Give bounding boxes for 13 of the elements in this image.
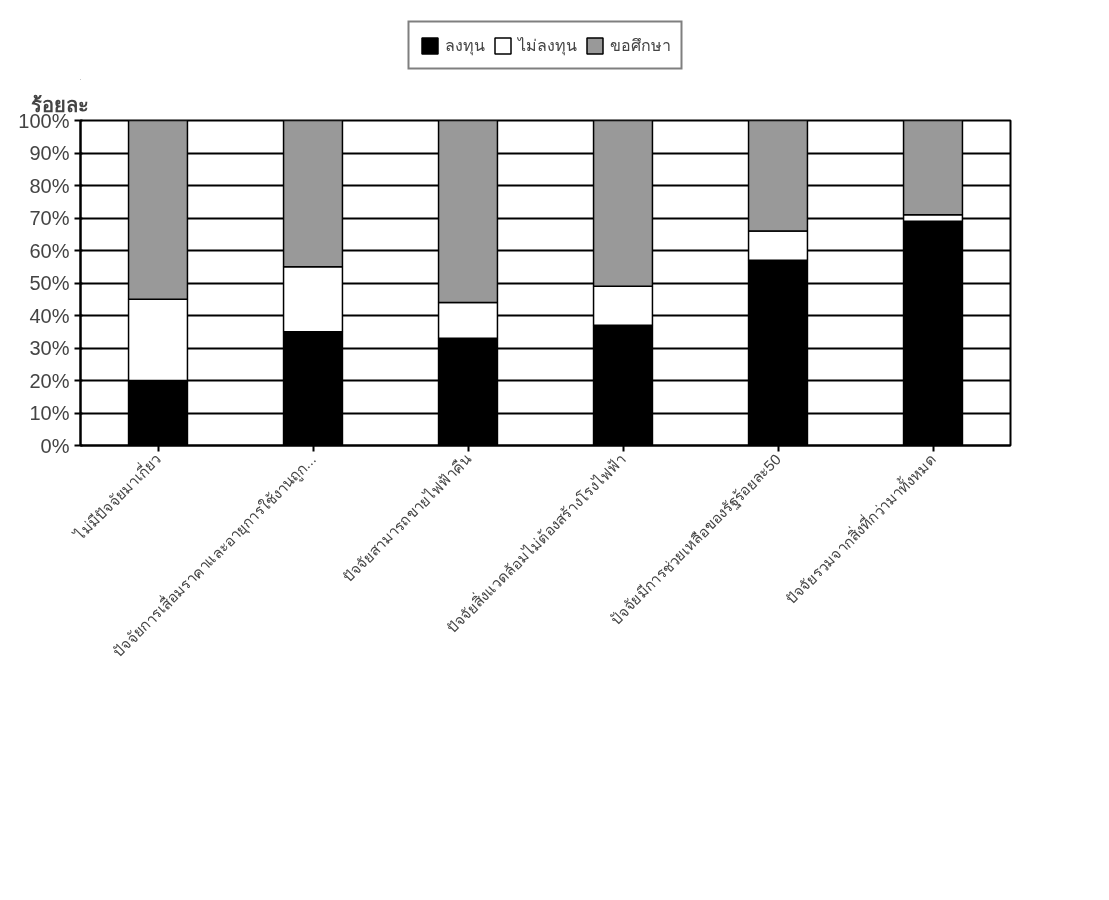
y-tick-label: 80% [29, 174, 70, 197]
legend-label: ลงทุน [444, 35, 485, 58]
y-tick-label: 20% [29, 369, 70, 392]
y-tick-label: 60% [29, 239, 70, 262]
y-tick-label: 10% [29, 402, 70, 424]
y-tick-label: 70% [29, 207, 70, 229]
y-tick-label: 30% [29, 337, 70, 359]
legend-label: ขอศึกษา [609, 35, 671, 56]
legend-label: ไม่ลงทุน [517, 35, 577, 58]
y-tick-label: 50% [29, 272, 70, 294]
y-tick-label: 40% [29, 304, 70, 327]
y-tick-label: 90% [29, 142, 70, 164]
y-tick-label: 0% [40, 434, 70, 457]
